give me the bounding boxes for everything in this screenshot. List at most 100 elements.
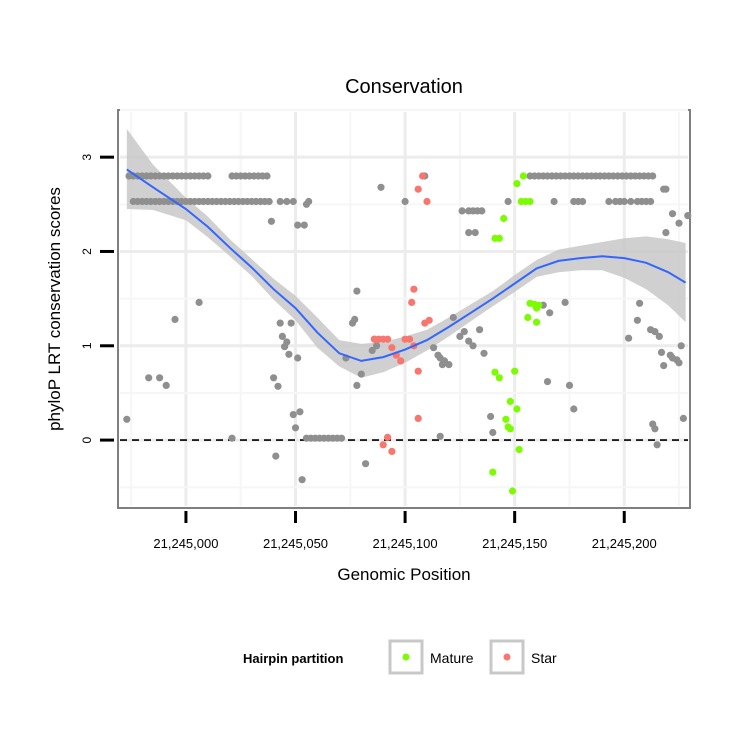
point-other <box>565 381 574 389</box>
point-other <box>675 359 683 367</box>
point-star <box>384 335 392 343</box>
legend-label-star: Star <box>531 650 557 666</box>
point-other <box>162 381 170 389</box>
legend-title: Hairpin partition <box>243 651 343 666</box>
legend-label-mature: Mature <box>430 650 474 666</box>
point-other <box>660 362 668 370</box>
point-mature <box>506 425 514 433</box>
point-other <box>298 476 306 484</box>
point-other <box>195 298 203 306</box>
point-other <box>478 207 486 215</box>
point-other <box>662 185 670 193</box>
y-tick-label: 1 <box>80 342 94 349</box>
point-other <box>675 219 683 227</box>
point-mature <box>535 301 543 309</box>
point-other <box>265 197 273 206</box>
point-other <box>647 197 655 206</box>
point-other <box>296 408 304 416</box>
legend-marker-star <box>503 653 511 661</box>
point-mature <box>526 197 534 206</box>
x-tick-label: 21,245,100 <box>373 536 438 551</box>
point-mature <box>491 368 499 376</box>
point-other <box>436 432 444 440</box>
point-other <box>657 348 666 356</box>
point-mature <box>489 468 497 476</box>
legend-marker-mature <box>402 653 410 661</box>
x-tick-label: 21,245,000 <box>153 536 218 551</box>
point-other <box>274 382 282 390</box>
point-other <box>620 197 628 206</box>
point-mature <box>533 318 541 326</box>
confidence-band-layer <box>126 128 686 378</box>
point-other <box>287 319 295 327</box>
point-mature <box>511 367 519 375</box>
point-star <box>388 447 396 455</box>
point-other <box>283 197 291 206</box>
point-other <box>294 221 302 229</box>
point-other <box>633 316 642 324</box>
point-other <box>651 328 659 336</box>
point-other <box>456 332 464 340</box>
point-other <box>662 229 670 237</box>
point-star <box>384 433 392 441</box>
point-other <box>289 197 297 206</box>
point-other <box>487 412 495 421</box>
point-other <box>276 319 284 327</box>
point-star <box>379 441 387 449</box>
point-other <box>476 326 484 334</box>
point-other <box>677 342 685 350</box>
legend: Hairpin partition Mature Star <box>243 639 557 675</box>
point-other <box>449 313 457 322</box>
point-other <box>156 374 164 382</box>
point-other <box>294 354 302 362</box>
point-other <box>570 405 578 413</box>
point-other <box>469 342 477 350</box>
point-other <box>351 315 359 323</box>
y-axis-title: phyloP LRT conservation scores <box>45 187 64 431</box>
point-star <box>423 197 431 206</box>
point-other <box>465 337 473 345</box>
point-mature <box>495 234 503 242</box>
point-other <box>579 197 587 206</box>
point-mature <box>513 405 521 413</box>
point-other <box>653 441 661 449</box>
point-other <box>305 197 313 206</box>
points-layer <box>123 172 692 495</box>
point-mature <box>506 397 514 405</box>
point-other <box>605 197 613 206</box>
point-other <box>460 328 468 336</box>
point-other <box>272 452 280 460</box>
point-other <box>401 197 409 206</box>
point-other <box>679 414 688 422</box>
point-other <box>353 381 361 389</box>
point-other <box>373 342 381 350</box>
point-star <box>397 357 405 365</box>
plot-panel <box>117 109 692 509</box>
y-tick-label: 3 <box>80 154 94 161</box>
point-other <box>636 299 644 307</box>
point-mature <box>515 445 523 454</box>
point-other <box>489 428 497 437</box>
point-other <box>377 183 385 191</box>
point-other <box>285 350 293 358</box>
point-star <box>419 172 427 180</box>
point-star <box>408 298 416 306</box>
point-other <box>276 197 284 206</box>
confidence-band <box>126 128 686 378</box>
point-other <box>145 374 153 382</box>
point-other <box>668 210 677 218</box>
x-tick-label: 21,245,150 <box>482 536 547 551</box>
y-tick-label: 0 <box>80 436 94 443</box>
point-other <box>283 338 291 346</box>
point-other <box>289 411 297 419</box>
point-other <box>655 332 663 340</box>
y-axis: 0 1 2 3 <box>80 154 114 443</box>
point-other <box>651 425 659 433</box>
point-other <box>291 424 300 432</box>
x-axis: 21,245,000 21,245,050 21,245,100 21,245,150… <box>153 511 657 551</box>
point-other <box>300 221 308 229</box>
point-mature <box>513 180 521 188</box>
point-other <box>465 229 473 237</box>
point-star <box>388 344 396 352</box>
point-other <box>458 207 466 215</box>
